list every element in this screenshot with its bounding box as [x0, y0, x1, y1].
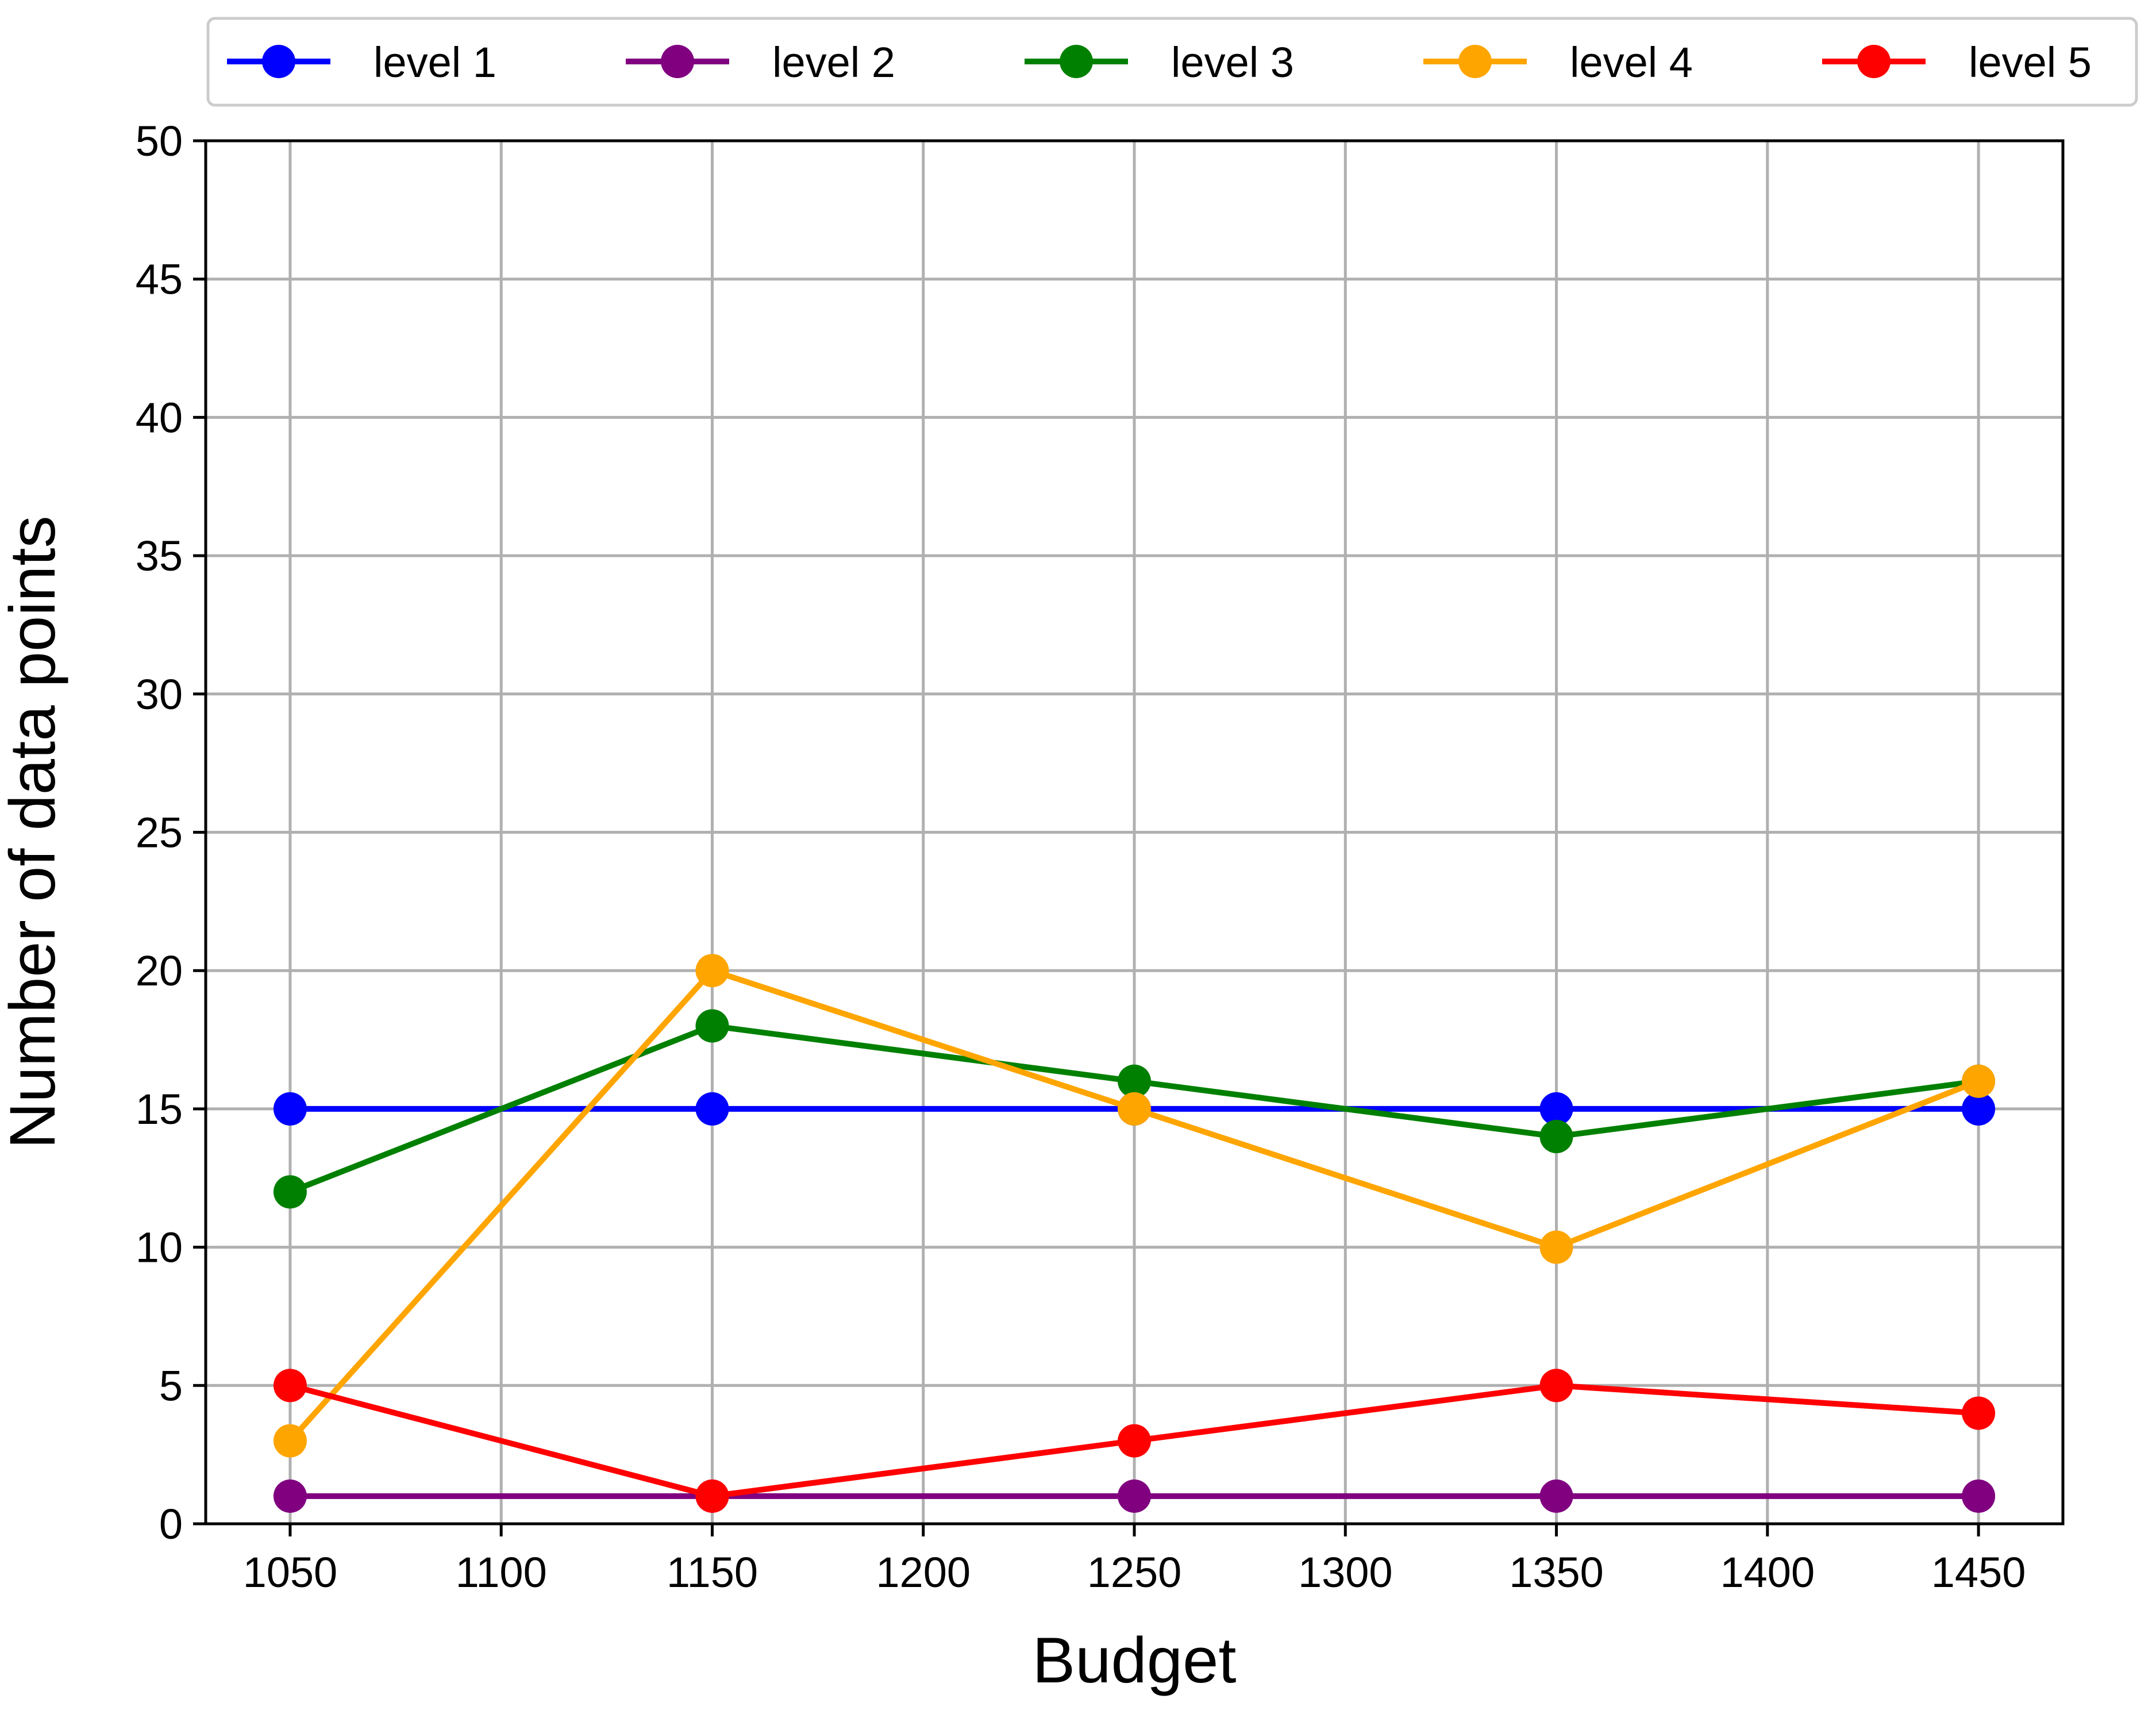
- data-point: [1118, 1479, 1151, 1513]
- legend-item: level 4: [1423, 38, 1693, 86]
- legend-label: level 4: [1570, 38, 1693, 86]
- data-point: [1539, 1369, 1573, 1403]
- data-point: [1962, 1479, 1996, 1513]
- data-point: [1962, 1064, 1996, 1098]
- data-point: [273, 1424, 307, 1458]
- data-point: [273, 1369, 307, 1403]
- data-point: [1962, 1092, 1996, 1126]
- legend-item: level 1: [227, 38, 496, 86]
- y-tick-label: 15: [136, 1085, 183, 1133]
- y-tick-label: 30: [136, 671, 183, 718]
- data-point: [1539, 1479, 1573, 1513]
- y-tick-label: 40: [136, 394, 183, 441]
- legend-marker: [1857, 45, 1891, 78]
- series-level-5: [273, 1369, 1996, 1513]
- y-tick-label: 10: [136, 1224, 183, 1272]
- x-axis-label: Budget: [1033, 1624, 1237, 1696]
- legend-label: level 3: [1171, 38, 1294, 86]
- data-point: [1118, 1064, 1151, 1098]
- legend-label: level 2: [772, 38, 895, 86]
- y-tick-label: 25: [136, 809, 183, 857]
- data-point: [695, 1009, 729, 1043]
- legend-label: level 5: [1969, 38, 2092, 86]
- y-tick-label: 50: [136, 117, 183, 165]
- y-tick-label: 5: [159, 1362, 183, 1409]
- grid-lines: [206, 139, 2063, 1526]
- legend-box: [206, 17, 2138, 107]
- y-tick-label: 45: [136, 256, 183, 303]
- data-point: [1118, 1092, 1151, 1126]
- data-point: [1539, 1230, 1573, 1264]
- series-level-2: [273, 1479, 1996, 1513]
- legend-label: level 1: [374, 38, 496, 86]
- data-point: [273, 1092, 307, 1126]
- data-point: [695, 1479, 729, 1513]
- data-point: [695, 1092, 729, 1126]
- legend-marker: [661, 45, 694, 78]
- legend: level 1 level 2 level 3 level 4 level 5: [206, 17, 2138, 107]
- x-tick-label: 1450: [1931, 1548, 2026, 1596]
- x-tick-label: 1100: [456, 1548, 547, 1596]
- series-level-4: [273, 954, 1996, 1458]
- data-point: [1539, 1092, 1573, 1126]
- data-point: [1962, 1396, 1996, 1430]
- series-layer: [273, 954, 1996, 1513]
- x-tick-label: 1200: [876, 1548, 971, 1596]
- data-point: [273, 1479, 307, 1513]
- legend-item: level 3: [1025, 38, 1294, 86]
- data-point: [1118, 1424, 1151, 1458]
- legend-item: level 2: [626, 38, 895, 86]
- y-axis-label: Number of data points: [0, 516, 68, 1149]
- x-tick-label: 1250: [1087, 1548, 1182, 1596]
- y-tick-label: 35: [136, 532, 183, 580]
- y-tick-label: 0: [159, 1500, 183, 1548]
- legend-marker: [1060, 45, 1093, 78]
- y-tick-label: 20: [136, 947, 183, 995]
- axes: 1050 1100 1150 1200 1250 1300 1350 1400 14500510…: [136, 117, 2026, 1596]
- data-point: [1539, 1120, 1573, 1154]
- legend-marker: [262, 45, 295, 78]
- data-point: [695, 954, 729, 988]
- legend-marker: [1458, 45, 1492, 78]
- data-point: [273, 1175, 307, 1209]
- x-tick-label: 1050: [243, 1548, 338, 1596]
- x-tick-label: 1150: [667, 1548, 758, 1596]
- legend-item: level 5: [1822, 38, 2092, 86]
- x-tick-label: 1300: [1298, 1548, 1393, 1596]
- x-tick-label: 1400: [1720, 1548, 1815, 1596]
- x-tick-label: 1350: [1509, 1548, 1604, 1596]
